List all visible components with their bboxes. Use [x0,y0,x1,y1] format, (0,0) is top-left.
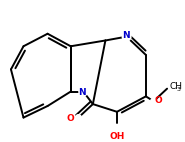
Circle shape [75,115,81,120]
Text: O: O [67,114,75,123]
Circle shape [114,124,120,130]
Circle shape [79,87,88,96]
Text: N: N [122,31,130,40]
Text: 3: 3 [177,87,181,92]
Text: OH: OH [109,132,125,141]
Circle shape [151,98,157,104]
Circle shape [122,32,131,41]
Text: O: O [154,96,162,105]
Text: N: N [78,88,86,97]
Text: CH: CH [169,82,182,91]
